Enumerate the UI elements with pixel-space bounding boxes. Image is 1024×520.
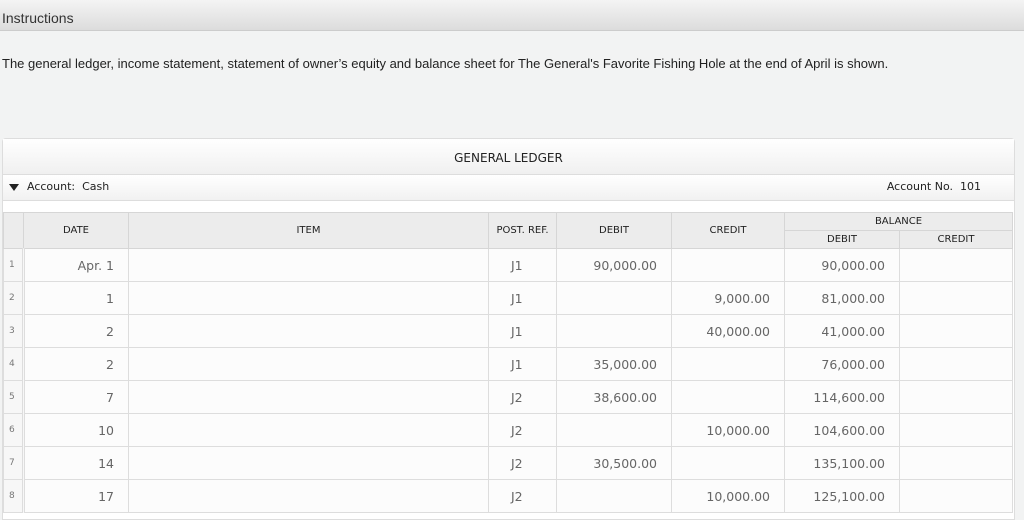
post-ref-cell[interactable]: J2	[488, 380, 557, 414]
post-ref-cell[interactable]: J1	[488, 347, 557, 381]
credit-cell[interactable]	[671, 248, 785, 282]
credit-cell[interactable]	[671, 446, 785, 480]
table-row: 3 2 J1 40,000.00 41,000.00	[3, 314, 1013, 348]
table-row: 4 2 J1 35,000.00 76,000.00	[3, 347, 1013, 381]
balance-credit-cell[interactable]	[899, 281, 1013, 315]
row-number: 4	[3, 347, 25, 381]
item-cell[interactable]	[128, 380, 489, 414]
account-name: Cash	[82, 180, 110, 193]
date-cell[interactable]: 1	[23, 281, 129, 315]
post-ref-cell[interactable]: J2	[488, 413, 557, 447]
row-number: 3	[3, 314, 25, 348]
post-ref-cell[interactable]: J1	[488, 314, 557, 348]
balance-debit-header: DEBIT	[784, 230, 900, 249]
balance-credit-header: CREDIT	[899, 230, 1013, 249]
item-cell[interactable]	[128, 347, 489, 381]
post-ref-header: POST. REF.	[488, 212, 557, 249]
date-cell[interactable]: 2	[23, 347, 129, 381]
credit-cell[interactable]: 40,000.00	[671, 314, 785, 348]
balance-debit-cell[interactable]: 114,600.00	[784, 380, 900, 414]
balance-debit-cell[interactable]: 41,000.00	[784, 314, 900, 348]
row-number: 5	[3, 380, 25, 414]
date-cell[interactable]: 2	[23, 314, 129, 348]
debit-cell[interactable]: 90,000.00	[556, 248, 672, 282]
debit-cell[interactable]: 38,600.00	[556, 380, 672, 414]
item-cell[interactable]	[128, 248, 489, 282]
row-number: 6	[3, 413, 25, 447]
balance-debit-cell[interactable]: 104,600.00	[784, 413, 900, 447]
table-row: 1 Apr. 1 J1 90,000.00 90,000.00	[3, 248, 1013, 282]
credit-cell[interactable]: 9,000.00	[671, 281, 785, 315]
debit-cell[interactable]	[556, 281, 672, 315]
debit-cell[interactable]: 35,000.00	[556, 347, 672, 381]
balance-credit-cell[interactable]	[899, 314, 1013, 348]
ledger-title: GENERAL LEDGER	[3, 139, 1014, 175]
date-cell[interactable]: Apr. 1	[23, 248, 129, 282]
account-row[interactable]: Account: Cash Account No. 101	[3, 175, 1014, 201]
table-row: 5 7 J2 38,600.00 114,600.00	[3, 380, 1013, 414]
balance-credit-cell[interactable]	[899, 380, 1013, 414]
collapse-triangle-icon[interactable]	[9, 183, 19, 191]
row-number-header	[3, 212, 24, 249]
balance-debit-cell[interactable]: 90,000.00	[784, 248, 900, 282]
account-label: Account:	[27, 180, 76, 193]
credit-header: CREDIT	[671, 212, 785, 249]
balance-debit-cell[interactable]: 125,100.00	[784, 479, 900, 513]
post-ref-cell[interactable]: J1	[488, 248, 557, 282]
account-number: Account No. 101	[886, 180, 981, 193]
item-header: ITEM	[128, 212, 489, 249]
credit-cell[interactable]	[671, 380, 785, 414]
debit-header: DEBIT	[556, 212, 672, 249]
balance-debit-cell[interactable]: 135,100.00	[784, 446, 900, 480]
post-ref-cell[interactable]: J2	[488, 446, 557, 480]
item-cell[interactable]	[128, 479, 489, 513]
balance-credit-cell[interactable]	[899, 248, 1013, 282]
balance-credit-cell[interactable]	[899, 413, 1013, 447]
balance-credit-cell[interactable]	[899, 347, 1013, 381]
date-cell[interactable]: 10	[23, 413, 129, 447]
credit-cell[interactable]: 10,000.00	[671, 413, 785, 447]
date-cell[interactable]: 7	[23, 380, 129, 414]
balance-debit-cell[interactable]: 76,000.00	[784, 347, 900, 381]
debit-cell[interactable]: 30,500.00	[556, 446, 672, 480]
debit-cell[interactable]	[556, 479, 672, 513]
row-number: 8	[3, 479, 25, 513]
balance-credit-cell[interactable]	[899, 446, 1013, 480]
debit-cell[interactable]	[556, 413, 672, 447]
instructions-header: Instructions	[0, 0, 1024, 31]
post-ref-cell[interactable]: J2	[488, 479, 557, 513]
row-number: 1	[3, 248, 25, 282]
table-row: 2 1 J1 9,000.00 81,000.00	[3, 281, 1013, 315]
balance-debit-cell[interactable]: 81,000.00	[784, 281, 900, 315]
post-ref-cell[interactable]: J1	[488, 281, 557, 315]
intro-text: The general ledger, income statement, st…	[2, 56, 889, 71]
general-ledger-panel: GENERAL LEDGER Account: Cash Account No.…	[2, 138, 1015, 520]
debit-cell[interactable]	[556, 314, 672, 348]
ledger-table: DATE ITEM POST. REF. DEBIT CREDIT BALANC…	[3, 212, 1013, 513]
item-cell[interactable]	[128, 446, 489, 480]
date-header: DATE	[23, 212, 129, 249]
date-cell[interactable]: 14	[23, 446, 129, 480]
date-cell[interactable]: 17	[23, 479, 129, 513]
item-cell[interactable]	[128, 413, 489, 447]
instructions-title: Instructions	[2, 10, 74, 26]
balance-credit-cell[interactable]	[899, 479, 1013, 513]
item-cell[interactable]	[128, 281, 489, 315]
balance-header: BALANCE	[784, 212, 1013, 231]
table-row: 7 14 J2 30,500.00 135,100.00	[3, 446, 1013, 480]
row-number: 7	[3, 446, 25, 480]
credit-cell[interactable]: 10,000.00	[671, 479, 785, 513]
credit-cell[interactable]	[671, 347, 785, 381]
table-row: 6 10 J2 10,000.00 104,600.00	[3, 413, 1013, 447]
item-cell[interactable]	[128, 314, 489, 348]
row-number: 2	[3, 281, 25, 315]
table-row: 8 17 J2 10,000.00 125,100.00	[3, 479, 1013, 513]
